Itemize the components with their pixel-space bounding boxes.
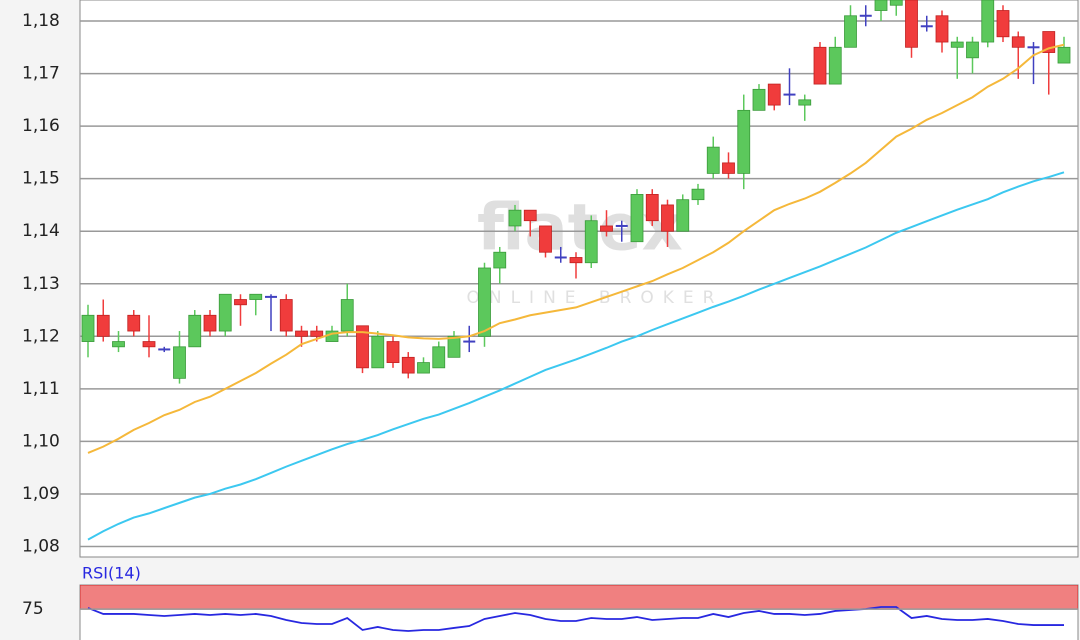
candle-body [112, 341, 125, 348]
candle-body [630, 194, 644, 243]
candle-body [874, 0, 888, 11]
candle-body [966, 41, 979, 59]
candle-body [661, 204, 674, 232]
candle-body [737, 109, 751, 174]
candle-body [600, 225, 613, 232]
candle-body [295, 330, 308, 337]
candle-body [310, 330, 324, 337]
y-tick-label: 1,11 [22, 379, 60, 399]
candle-body [234, 299, 247, 306]
candle-body [1011, 36, 1025, 48]
candle-body [447, 335, 461, 358]
moving-average [87, 43, 1065, 454]
candle-body [996, 10, 1010, 38]
candle-body [417, 362, 430, 374]
candle-body [401, 356, 415, 374]
y-tick-label: 1,08 [22, 536, 60, 556]
candle-body [356, 325, 369, 369]
candle-body [508, 209, 522, 227]
y-tick-label: 1,12 [22, 326, 60, 346]
overbought-zone [80, 585, 1078, 610]
candle-body [813, 46, 827, 85]
y-tick-label: 1,17 [22, 64, 60, 84]
candle-body [569, 257, 583, 264]
rsi-line [87, 606, 1064, 632]
y-tick-label: 1,14 [22, 221, 60, 241]
candle-body [493, 251, 507, 269]
candle-body [218, 293, 232, 332]
candle-body [478, 267, 491, 337]
y-tick-label: 1,15 [22, 169, 60, 189]
candle-body [828, 46, 842, 85]
candle-body [844, 15, 857, 48]
y-tick-label: 75 [22, 599, 44, 619]
candle-body [676, 199, 690, 232]
candle-body [767, 83, 781, 106]
candle-body [539, 225, 552, 253]
candle-body [1057, 46, 1071, 64]
y-tick-label: 1,13 [22, 274, 60, 294]
plot-group [81, 0, 1071, 541]
candle-body [432, 346, 446, 369]
candle-body [752, 88, 766, 111]
y-tick-label: 1,18 [22, 11, 60, 31]
candle-body [950, 41, 964, 48]
candle-body [142, 341, 156, 348]
y-tick-label: 1,09 [22, 484, 60, 504]
candle-body [173, 346, 186, 379]
candle-body [203, 314, 217, 332]
rsi-title: RSI(14) [82, 564, 141, 583]
candle-body [889, 0, 903, 6]
y-tick-label: 1,10 [22, 431, 60, 451]
candle-body [81, 314, 95, 342]
candle-body [279, 299, 293, 332]
candle-body [127, 314, 141, 332]
candle-body [905, 0, 918, 48]
candle-body [523, 209, 537, 222]
y-tick-label: 1,16 [22, 116, 60, 136]
candle-body [798, 99, 812, 106]
candle-body [371, 335, 385, 369]
candle-body [722, 162, 735, 174]
rsi-group [80, 585, 1078, 632]
plot-area [79, 0, 1079, 558]
candle-body [981, 0, 995, 43]
moving-average [87, 171, 1065, 541]
candle-body [935, 15, 949, 43]
watermark-subtitle: ONLINE BROKER [466, 288, 723, 308]
candle-body [386, 341, 400, 363]
candle-body [706, 146, 720, 174]
candle-body [645, 194, 659, 222]
candle-body [340, 299, 354, 332]
candle-body [96, 314, 110, 337]
candle-body [584, 220, 598, 264]
candle-body [249, 293, 263, 300]
candle-body [188, 314, 202, 348]
candle-body [691, 188, 705, 201]
